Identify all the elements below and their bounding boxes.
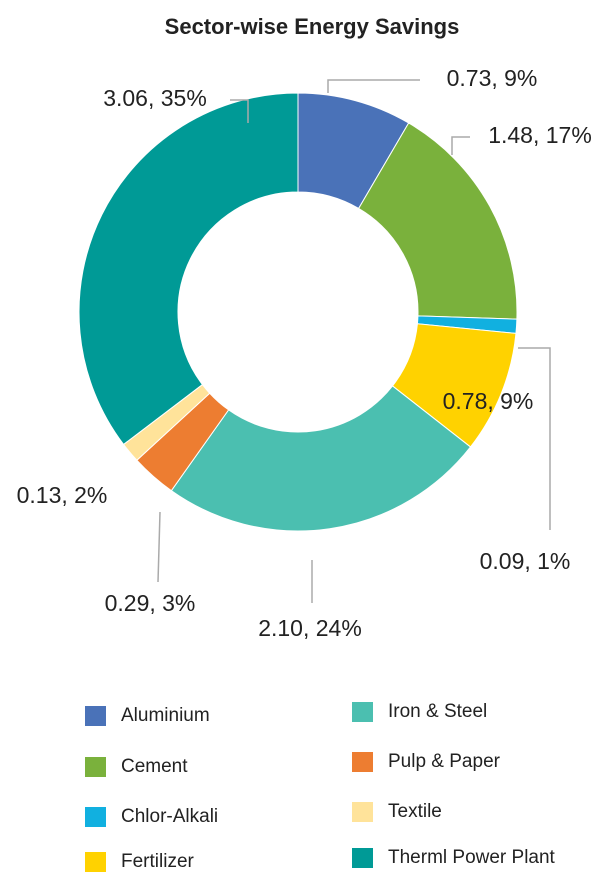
legend-swatch [85,852,106,872]
legend-swatch [85,706,106,726]
donut-segment [78,92,299,446]
leader-line [451,136,470,155]
leader-line [157,511,161,583]
data-label: 3.06, 35% [103,85,207,111]
leader-line [230,99,249,123]
legend-swatch [85,757,106,777]
legend-swatch [352,752,373,772]
legend-label: Cement [121,756,188,777]
data-label: 0.29, 3% [105,590,196,616]
data-label: 0.09, 1% [480,548,571,574]
leader-line [327,79,420,93]
legend-swatch [352,802,373,822]
donut-segment [357,122,518,320]
legend-label: Iron & Steel [388,701,487,722]
legend-swatch [85,807,106,827]
legend-swatch [352,702,373,722]
legend-label: Aluminium [121,705,210,726]
legend-label: Fertilizer [121,851,195,872]
donut-segment [170,385,472,532]
legend-label: Pulp & Paper [388,751,501,772]
data-label: 0.78, 9% [443,388,534,414]
data-label: 1.48, 17% [488,122,592,148]
data-label: 2.10, 24% [258,615,362,641]
data-label: 0.13, 2% [17,482,108,508]
legend-label: Therml Power Plant [388,847,556,868]
leader-line [518,347,551,530]
legend-label: Textile [388,801,442,822]
chart-title: Sector-wise Energy Savings [165,14,460,39]
legend-swatch [352,848,373,868]
legend-label: Chlor-Alkali [121,806,218,827]
data-label: 0.73, 9% [447,65,538,91]
